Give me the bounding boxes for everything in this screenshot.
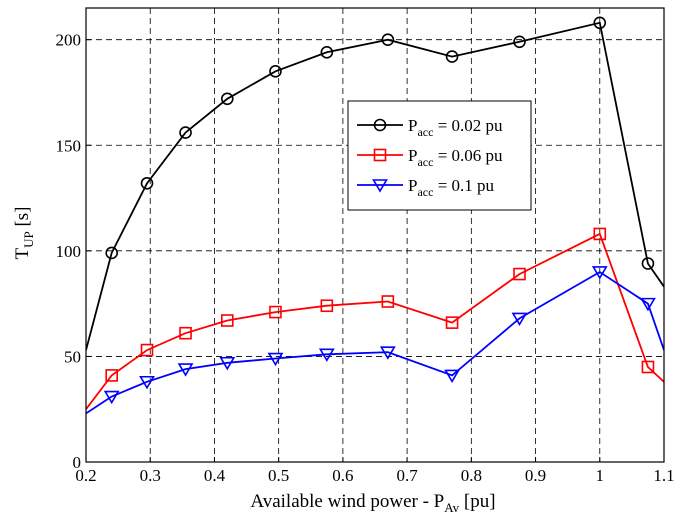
- data-point-marker: [320, 46, 334, 59]
- data-point-marker: [513, 35, 526, 49]
- data-point-marker: [593, 227, 607, 241]
- data-point-marker: [269, 65, 282, 78]
- legend-entry: Pacc = 0.1 pu: [357, 176, 495, 199]
- legend: Pacc = 0.02 pu Pacc = 0.06 pu Pacc = 0.1 p…: [347, 100, 532, 211]
- data-point-marker: [593, 16, 607, 30]
- series-1: [86, 16, 664, 351]
- data-point-marker: [220, 92, 234, 106]
- data-point-marker: [641, 360, 655, 374]
- data-point-marker: [372, 179, 388, 193]
- data-point-marker: [381, 295, 395, 308]
- x-tick-label: 1.1: [653, 466, 674, 485]
- data-point-marker: [511, 312, 528, 326]
- series-line: [86, 270, 664, 415]
- data-point-marker: [591, 266, 608, 280]
- y-tick-label: 100: [56, 242, 82, 261]
- data-point-marker: [105, 369, 118, 382]
- data-point-marker: [179, 126, 192, 139]
- data-point-marker: [320, 299, 334, 313]
- y-tick-label: 50: [64, 347, 81, 366]
- data-point-marker: [641, 257, 655, 270]
- legend-label: Pacc = 0.06 pu: [408, 146, 503, 169]
- data-point-marker: [269, 305, 282, 319]
- legend-label: Pacc = 0.02 pu: [408, 116, 503, 139]
- data-point-marker: [140, 343, 154, 357]
- data-point-marker: [381, 33, 395, 46]
- data-point-marker: [267, 352, 284, 367]
- data-point-marker: [373, 118, 387, 132]
- y-tick-label: 200: [56, 31, 82, 50]
- tick-labels: 0.2 0.3 0.4 0.5 0.6 0.7 0.8 0.9 1 1.1 0 50 100 150 200: [56, 31, 675, 485]
- x-tick-label: 0.7: [396, 466, 418, 485]
- x-tick-label: 0.2: [75, 466, 96, 485]
- data-point-marker: [103, 390, 120, 405]
- data-point-marker: [219, 356, 236, 371]
- x-tick-label: 0.9: [525, 466, 546, 485]
- data-point-marker: [513, 267, 526, 281]
- data-point-marker: [379, 346, 396, 360]
- data-point-marker: [139, 375, 155, 390]
- data-point-marker: [140, 176, 154, 190]
- data-point-marker: [318, 348, 335, 362]
- data-point-marker: [445, 50, 459, 63]
- x-tick-label: 0.5: [268, 466, 289, 485]
- legend-label: Pacc = 0.1 pu: [408, 176, 495, 199]
- legend-entry: Pacc = 0.06 pu: [357, 146, 503, 169]
- grid-lines: [85, 8, 665, 463]
- series-3: [86, 266, 664, 415]
- data-point-marker: [179, 326, 192, 340]
- data-point-marker: [105, 246, 118, 260]
- data-point-marker: [445, 316, 459, 329]
- series-2: [86, 227, 664, 410]
- data-point-marker: [444, 369, 460, 383]
- data-point-marker: [373, 148, 387, 162]
- plot-frame: [85, 7, 665, 463]
- y-axis-label: TUP [s]: [12, 206, 36, 259]
- series-line: [86, 21, 664, 351]
- x-tick-label: 0.8: [461, 466, 482, 485]
- data-point-marker: [177, 363, 194, 377]
- y-tick-label: 150: [56, 136, 82, 155]
- series-line: [86, 232, 664, 410]
- data-point-marker: [220, 314, 234, 327]
- data-point-marker: [640, 297, 656, 312]
- series-layer: [86, 16, 664, 415]
- x-tick-label: 1: [596, 466, 605, 485]
- x-tick-label: 0.6: [332, 466, 353, 485]
- x-axis-label: Available wind power - PAv [pu]: [250, 491, 495, 515]
- legend-entry: Pacc = 0.02 pu: [357, 116, 503, 139]
- y-tick-label: 0: [73, 453, 82, 472]
- x-tick-label: 0.3: [140, 466, 161, 485]
- x-tick-label: 0.4: [204, 466, 226, 485]
